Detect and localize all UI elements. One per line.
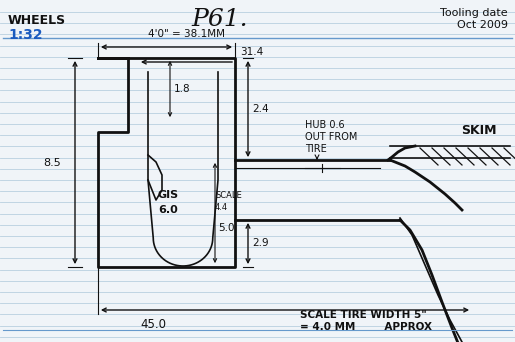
Text: 5.0: 5.0: [218, 223, 234, 233]
Text: 8.5: 8.5: [43, 158, 61, 168]
Text: TIRE: TIRE: [305, 144, 327, 154]
Text: 1.8: 1.8: [174, 84, 191, 94]
Text: 6.0: 6.0: [158, 205, 178, 215]
Text: = 4.0 MM        APPROX: = 4.0 MM APPROX: [300, 322, 432, 332]
Text: SKIM: SKIM: [461, 123, 497, 136]
Text: HUB 0.6: HUB 0.6: [305, 120, 345, 130]
Text: OUT FROM: OUT FROM: [305, 132, 357, 142]
Text: Tooling date: Tooling date: [440, 8, 508, 18]
Text: SCALE TIRE WIDTH 5": SCALE TIRE WIDTH 5": [300, 310, 427, 320]
Text: SCALE: SCALE: [215, 190, 242, 199]
Text: 45.0: 45.0: [140, 318, 166, 331]
Text: GIS: GIS: [158, 190, 179, 200]
Text: 4.4: 4.4: [215, 202, 228, 211]
Text: 4'0" = 38.1MM: 4'0" = 38.1MM: [148, 29, 225, 39]
Text: WHEELS: WHEELS: [8, 14, 66, 27]
Text: P61.: P61.: [192, 8, 248, 31]
Text: 2.4: 2.4: [252, 104, 269, 114]
Text: Oct 2009: Oct 2009: [457, 20, 508, 30]
Text: 1:32: 1:32: [8, 28, 43, 42]
Text: 31.4: 31.4: [240, 47, 263, 57]
Text: 2.9: 2.9: [252, 238, 269, 249]
